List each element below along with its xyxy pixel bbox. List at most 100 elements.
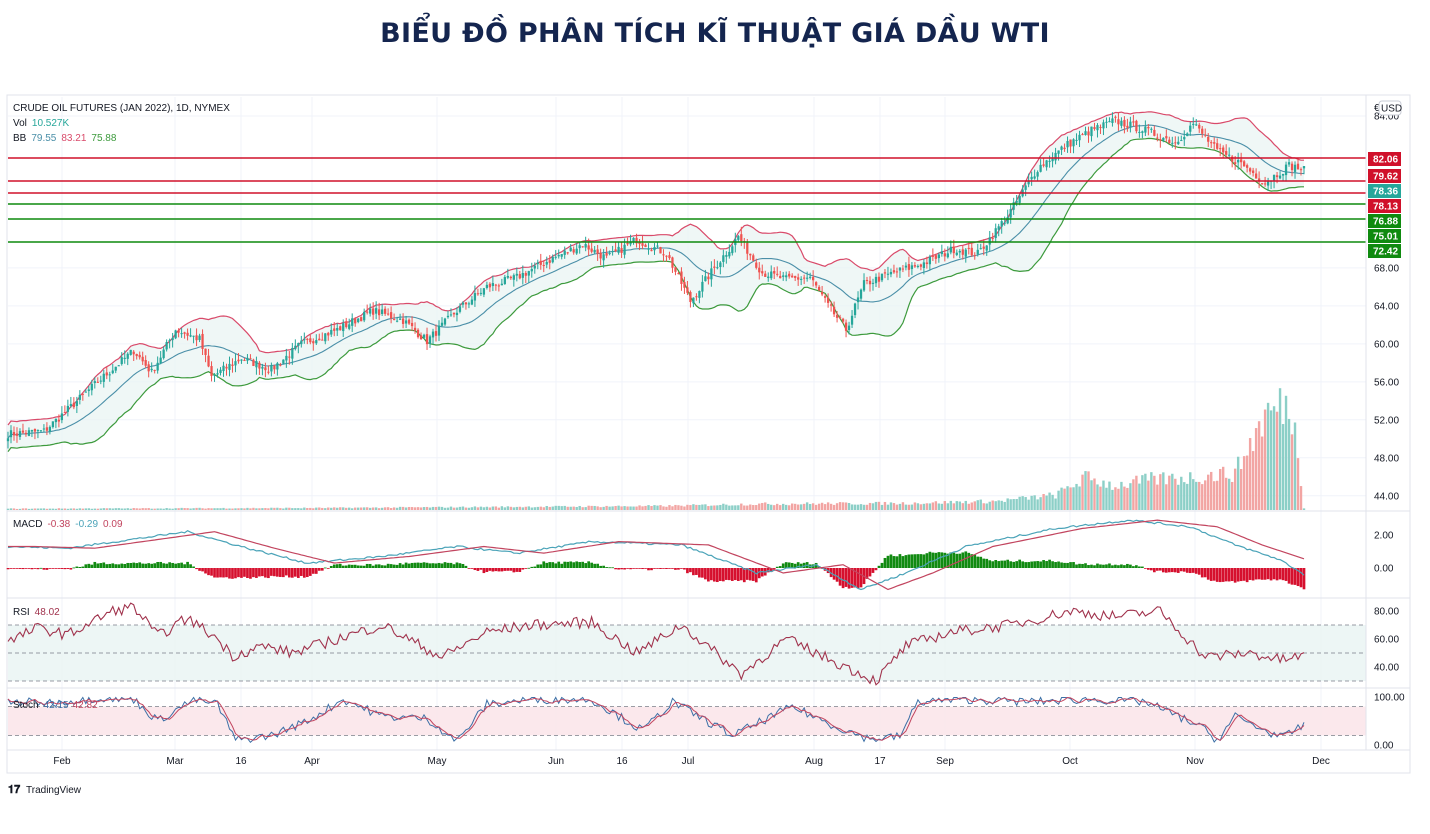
- candle-body[interactable]: [536, 262, 539, 265]
- candle-body[interactable]: [333, 328, 336, 331]
- candle-body[interactable]: [297, 343, 300, 346]
- candle-body[interactable]: [641, 243, 644, 246]
- candle-body[interactable]: [72, 402, 75, 408]
- candle-body[interactable]: [883, 272, 887, 274]
- candle-body[interactable]: [479, 292, 483, 294]
- candle-body[interactable]: [1213, 142, 1216, 144]
- candle-body[interactable]: [1012, 202, 1015, 210]
- candle-body[interactable]: [437, 325, 441, 336]
- candle-body[interactable]: [512, 275, 515, 280]
- candle-body[interactable]: [378, 309, 381, 316]
- candle-body[interactable]: [1275, 175, 1279, 178]
- candle-body[interactable]: [629, 241, 632, 245]
- candle-body[interactable]: [321, 339, 324, 341]
- candle-body[interactable]: [1240, 159, 1243, 163]
- candle-body[interactable]: [856, 297, 860, 303]
- candle-body[interactable]: [497, 285, 501, 287]
- candle-body[interactable]: [380, 309, 384, 315]
- candle-body[interactable]: [1284, 164, 1288, 176]
- candle-body[interactable]: [1108, 121, 1111, 123]
- candle-body[interactable]: [270, 365, 273, 372]
- candle-body[interactable]: [1144, 126, 1147, 133]
- candle-body[interactable]: [1192, 123, 1195, 125]
- candle-body[interactable]: [428, 336, 432, 344]
- candle-body[interactable]: [749, 253, 752, 256]
- candle-body[interactable]: [234, 361, 237, 366]
- candle-body[interactable]: [1281, 173, 1285, 176]
- candle-body[interactable]: [1222, 147, 1225, 153]
- candle-body[interactable]: [509, 276, 512, 279]
- candle-body[interactable]: [623, 244, 626, 255]
- candle-body[interactable]: [240, 359, 243, 361]
- candle-body[interactable]: [985, 245, 988, 251]
- candle-body[interactable]: [871, 282, 875, 284]
- candle-body[interactable]: [647, 248, 650, 250]
- candle-body[interactable]: [692, 297, 695, 304]
- candle-body[interactable]: [575, 248, 578, 254]
- candle-body[interactable]: [309, 338, 312, 343]
- candle-body[interactable]: [255, 361, 258, 368]
- candle-body[interactable]: [267, 371, 270, 373]
- candle-body[interactable]: [434, 331, 438, 336]
- candle-body[interactable]: [626, 242, 629, 245]
- candle-body[interactable]: [123, 357, 126, 359]
- candle-body[interactable]: [132, 351, 135, 355]
- candle-body[interactable]: [291, 347, 294, 359]
- candle-body[interactable]: [1302, 166, 1306, 169]
- candle-body[interactable]: [650, 250, 653, 252]
- candle-body[interactable]: [192, 335, 195, 337]
- candle-body[interactable]: [656, 245, 659, 247]
- candle-body[interactable]: [1105, 121, 1108, 123]
- candle-body[interactable]: [318, 338, 321, 341]
- candle-body[interactable]: [1180, 140, 1183, 142]
- candle-body[interactable]: [183, 332, 186, 334]
- candle-body[interactable]: [1266, 181, 1270, 186]
- candle-body[interactable]: [36, 430, 40, 432]
- candle-body[interactable]: [102, 373, 105, 382]
- candle-body[interactable]: [889, 271, 893, 275]
- candle-body[interactable]: [413, 327, 417, 331]
- candle-body[interactable]: [330, 329, 333, 335]
- candle-body[interactable]: [874, 276, 878, 284]
- candle-body[interactable]: [1084, 131, 1087, 136]
- candle-body[interactable]: [66, 405, 69, 412]
- candle-body[interactable]: [407, 319, 411, 324]
- candle-body[interactable]: [485, 284, 489, 288]
- candle-body[interactable]: [758, 267, 761, 273]
- candle-body[interactable]: [695, 296, 698, 298]
- candle-body[interactable]: [246, 357, 249, 361]
- candle-body[interactable]: [1260, 183, 1264, 185]
- candle-body[interactable]: [1027, 180, 1030, 185]
- candle-body[interactable]: [518, 274, 521, 279]
- candle-body[interactable]: [752, 255, 755, 261]
- candle-body[interactable]: [60, 413, 64, 421]
- candle-body[interactable]: [249, 358, 252, 360]
- candle-body[interactable]: [294, 345, 297, 350]
- candle-body[interactable]: [303, 339, 306, 341]
- candle-body[interactable]: [99, 380, 102, 382]
- candle-body[interactable]: [1129, 121, 1132, 128]
- candle-body[interactable]: [273, 365, 276, 370]
- candle-body[interactable]: [1063, 147, 1066, 150]
- candle-body[interactable]: [12, 432, 16, 436]
- candle-body[interactable]: [1000, 221, 1003, 227]
- candle-body[interactable]: [288, 356, 291, 358]
- candle-body[interactable]: [228, 363, 231, 370]
- candle-body[interactable]: [1123, 119, 1126, 127]
- candle-body[interactable]: [785, 275, 788, 278]
- candle-body[interactable]: [243, 359, 246, 361]
- candle-body[interactable]: [404, 320, 408, 324]
- candle-body[interactable]: [584, 244, 587, 248]
- candle-body[interactable]: [1207, 136, 1210, 142]
- candle-body[interactable]: [1150, 128, 1153, 130]
- candle-body[interactable]: [617, 246, 620, 253]
- candle-body[interactable]: [30, 429, 34, 432]
- candle-body[interactable]: [832, 306, 836, 315]
- candle-body[interactable]: [1168, 139, 1171, 144]
- candle-body[interactable]: [383, 308, 387, 314]
- candle-body[interactable]: [865, 279, 869, 281]
- candle-body[interactable]: [105, 372, 108, 376]
- candle-body[interactable]: [964, 249, 967, 257]
- candle-body[interactable]: [1015, 201, 1018, 203]
- candle-body[interactable]: [850, 315, 854, 325]
